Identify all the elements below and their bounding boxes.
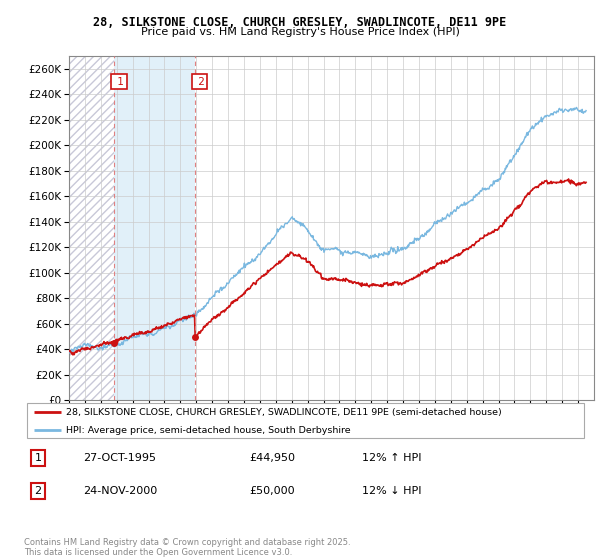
Text: Contains HM Land Registry data © Crown copyright and database right 2025.
This d: Contains HM Land Registry data © Crown c… xyxy=(24,538,350,557)
FancyBboxPatch shape xyxy=(27,403,584,438)
Text: 2: 2 xyxy=(195,77,205,86)
Text: 24-NOV-2000: 24-NOV-2000 xyxy=(83,486,157,496)
Text: 12% ↓ HPI: 12% ↓ HPI xyxy=(362,486,422,496)
Text: 28, SILKSTONE CLOSE, CHURCH GRESLEY, SWADLINCOTE, DE11 9PE: 28, SILKSTONE CLOSE, CHURCH GRESLEY, SWA… xyxy=(94,16,506,29)
Bar xyxy=(195,56,594,400)
Text: 1: 1 xyxy=(35,453,41,463)
Text: £50,000: £50,000 xyxy=(250,486,295,496)
Text: 1: 1 xyxy=(114,77,124,86)
Text: 28, SILKSTONE CLOSE, CHURCH GRESLEY, SWADLINCOTE, DE11 9PE (semi-detached house): 28, SILKSTONE CLOSE, CHURCH GRESLEY, SWA… xyxy=(66,408,502,417)
Bar xyxy=(114,56,195,400)
Text: 12% ↑ HPI: 12% ↑ HPI xyxy=(362,453,422,463)
Text: £44,950: £44,950 xyxy=(250,453,296,463)
Text: 27-OCT-1995: 27-OCT-1995 xyxy=(83,453,156,463)
Text: HPI: Average price, semi-detached house, South Derbyshire: HPI: Average price, semi-detached house,… xyxy=(66,426,351,435)
Text: 2: 2 xyxy=(35,486,41,496)
Bar xyxy=(69,56,114,400)
Text: Price paid vs. HM Land Registry's House Price Index (HPI): Price paid vs. HM Land Registry's House … xyxy=(140,27,460,37)
